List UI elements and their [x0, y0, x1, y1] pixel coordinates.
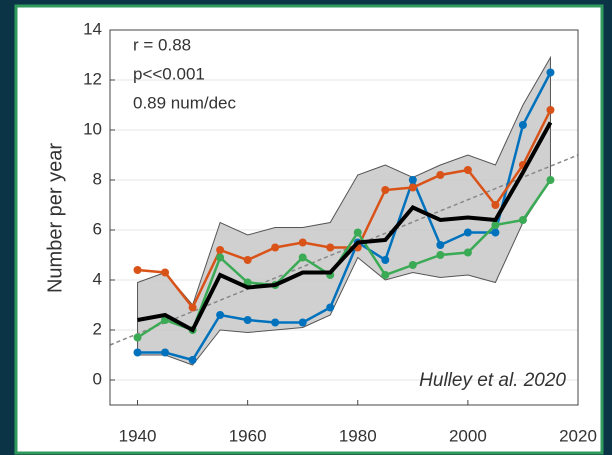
plot-frame — [109, 29, 579, 406]
point — [491, 201, 500, 209]
point — [243, 316, 252, 324]
y-tick-label: 6 — [93, 219, 102, 238]
point — [161, 348, 170, 357]
point — [546, 68, 555, 77]
series-line — [137, 121, 553, 333]
point — [298, 238, 307, 247]
point — [381, 186, 390, 194]
point — [298, 253, 307, 262]
y-tick-label: 14 — [83, 19, 102, 38]
point — [463, 166, 472, 174]
point — [353, 228, 362, 237]
series-line — [136, 179, 552, 339]
point — [133, 333, 142, 342]
point — [546, 106, 555, 114]
point — [216, 253, 225, 262]
annotation: r = 0.88 — [133, 35, 191, 54]
point — [463, 248, 472, 257]
y-axis-label: Number per year — [44, 143, 66, 293]
point — [436, 251, 445, 259]
point — [381, 271, 390, 279]
x-tick-label: 1940 — [119, 426, 157, 445]
point — [408, 183, 417, 192]
x-tick-label: 1960 — [229, 426, 267, 445]
point — [133, 266, 142, 274]
x-tick-label: 1980 — [339, 426, 377, 445]
y-tick-label: 12 — [83, 69, 102, 88]
point — [161, 268, 170, 277]
x-tick-label: 2020 — [559, 426, 597, 445]
source: Hulley et al. 2020 — [419, 370, 566, 391]
point — [271, 243, 280, 252]
annotation: p<<0.001 — [133, 64, 205, 83]
point — [518, 121, 527, 129]
series-line — [137, 71, 552, 362]
point — [546, 176, 555, 184]
series-line — [137, 109, 552, 310]
point — [133, 348, 142, 357]
y-tick-label: 4 — [93, 269, 102, 288]
point — [436, 241, 445, 249]
point — [298, 318, 307, 327]
point — [216, 246, 225, 254]
y-tick-label: 2 — [93, 319, 102, 338]
point — [408, 176, 417, 184]
point — [188, 356, 197, 364]
point — [216, 311, 225, 319]
point — [243, 256, 252, 264]
y-tick-label: 10 — [83, 119, 102, 138]
point — [436, 171, 445, 179]
point — [491, 221, 500, 229]
y-tick-label: 0 — [93, 369, 102, 388]
point — [381, 256, 390, 264]
annotation: 0.89 num/dec — [133, 93, 237, 112]
point — [408, 261, 417, 269]
trend-line — [109, 154, 579, 346]
point — [326, 243, 335, 252]
point — [188, 303, 197, 312]
point — [271, 318, 280, 327]
point — [463, 228, 472, 237]
point — [518, 216, 527, 224]
point — [491, 228, 500, 237]
y-tick-label: 8 — [93, 169, 102, 188]
point — [326, 303, 335, 312]
x-tick-label: 2000 — [449, 426, 487, 445]
